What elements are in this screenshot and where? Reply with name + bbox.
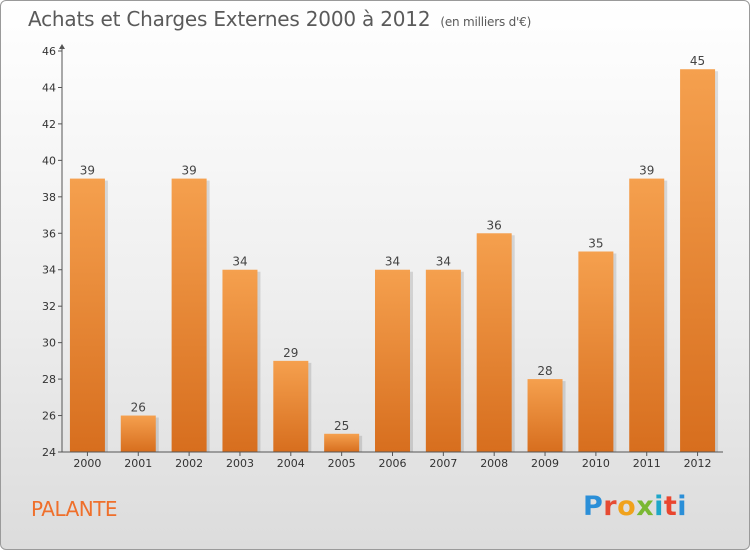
bar-2005: [324, 433, 360, 452]
bar-2000: [69, 178, 105, 452]
x-tick-label: 2000: [73, 457, 101, 470]
x-tick-label: 2006: [379, 457, 407, 470]
data-label: 39: [181, 164, 196, 178]
bar-2007: [425, 269, 461, 452]
x-tick-label: 2010: [582, 457, 610, 470]
x-tick-label: 2004: [277, 457, 305, 470]
axes-group: 2000 2001 2002 2003 2004 2005 2006 2007 2008 2009…: [42, 44, 723, 470]
data-label: 34: [232, 255, 247, 269]
y-tick-label: 46: [42, 45, 56, 58]
chart-unit: (en milliers d'€): [440, 15, 532, 29]
data-label: 39: [80, 164, 95, 178]
logo-letter: o: [617, 491, 637, 522]
bar-2012: [680, 69, 716, 453]
bar-2001: [120, 415, 156, 452]
bar-2011: [629, 178, 665, 452]
data-label: 45: [690, 54, 705, 68]
bar-2010: [578, 251, 614, 452]
bars-group: 39 26 39 34 29 25 34 34 36 28 35 39 45: [69, 54, 719, 453]
data-label: 35: [588, 237, 603, 251]
y-tick-label: 36: [42, 227, 56, 240]
y-tick-label: 44: [42, 81, 56, 94]
logo-letter: t: [663, 491, 678, 522]
y-tick-label: 38: [42, 191, 56, 204]
x-tick-label: 2005: [328, 457, 356, 470]
bar-2008: [476, 233, 512, 452]
y-tick-label: 28: [42, 373, 56, 386]
data-label: 25: [334, 419, 349, 433]
proxiti-logo[interactable]: Proxiti: [583, 491, 687, 522]
data-label: 36: [487, 218, 502, 232]
logo-letter: i: [677, 491, 688, 522]
x-tick-label: 2012: [684, 457, 712, 470]
x-tick-label: 2007: [429, 457, 457, 470]
data-label: 34: [436, 255, 451, 269]
y-tick-label: 42: [42, 118, 56, 131]
logo-letter: x: [636, 491, 655, 522]
y-tick-label: 26: [42, 410, 56, 423]
data-label: 28: [537, 364, 552, 378]
logo-letter: P: [583, 491, 604, 522]
bar-2004: [273, 360, 309, 452]
x-tick-label: 2008: [480, 457, 508, 470]
y-tick-label: 24: [42, 446, 56, 459]
bar-2002: [171, 178, 207, 452]
data-label: 39: [639, 164, 654, 178]
logo-letter: r: [603, 491, 618, 522]
commune-name: PALANTE: [31, 497, 118, 521]
chart-title: Achats et Charges Externes 2000 à 2012 (e…: [28, 7, 531, 31]
x-tick-label: 2001: [124, 457, 152, 470]
bar-2006: [375, 269, 410, 452]
y-tick-label: 34: [42, 264, 56, 277]
bar-2003: [222, 269, 258, 452]
x-tick-label: 2002: [175, 457, 203, 470]
data-label: 34: [385, 255, 400, 269]
bar-2009: [527, 379, 563, 452]
y-tick-label: 40: [42, 154, 56, 167]
y-tick-label: 30: [42, 337, 56, 350]
y-tick-label: 32: [42, 300, 56, 313]
x-tick-label: 2011: [633, 457, 661, 470]
logo-letter: i: [654, 491, 664, 522]
y-axis-arrow: [59, 44, 65, 49]
data-label: 26: [131, 401, 146, 415]
x-tick-label: 2003: [226, 457, 254, 470]
x-tick-label: 2009: [531, 457, 559, 470]
data-label: 29: [283, 346, 298, 360]
chart-title-text: Achats et Charges Externes 2000 à 2012: [28, 7, 431, 31]
